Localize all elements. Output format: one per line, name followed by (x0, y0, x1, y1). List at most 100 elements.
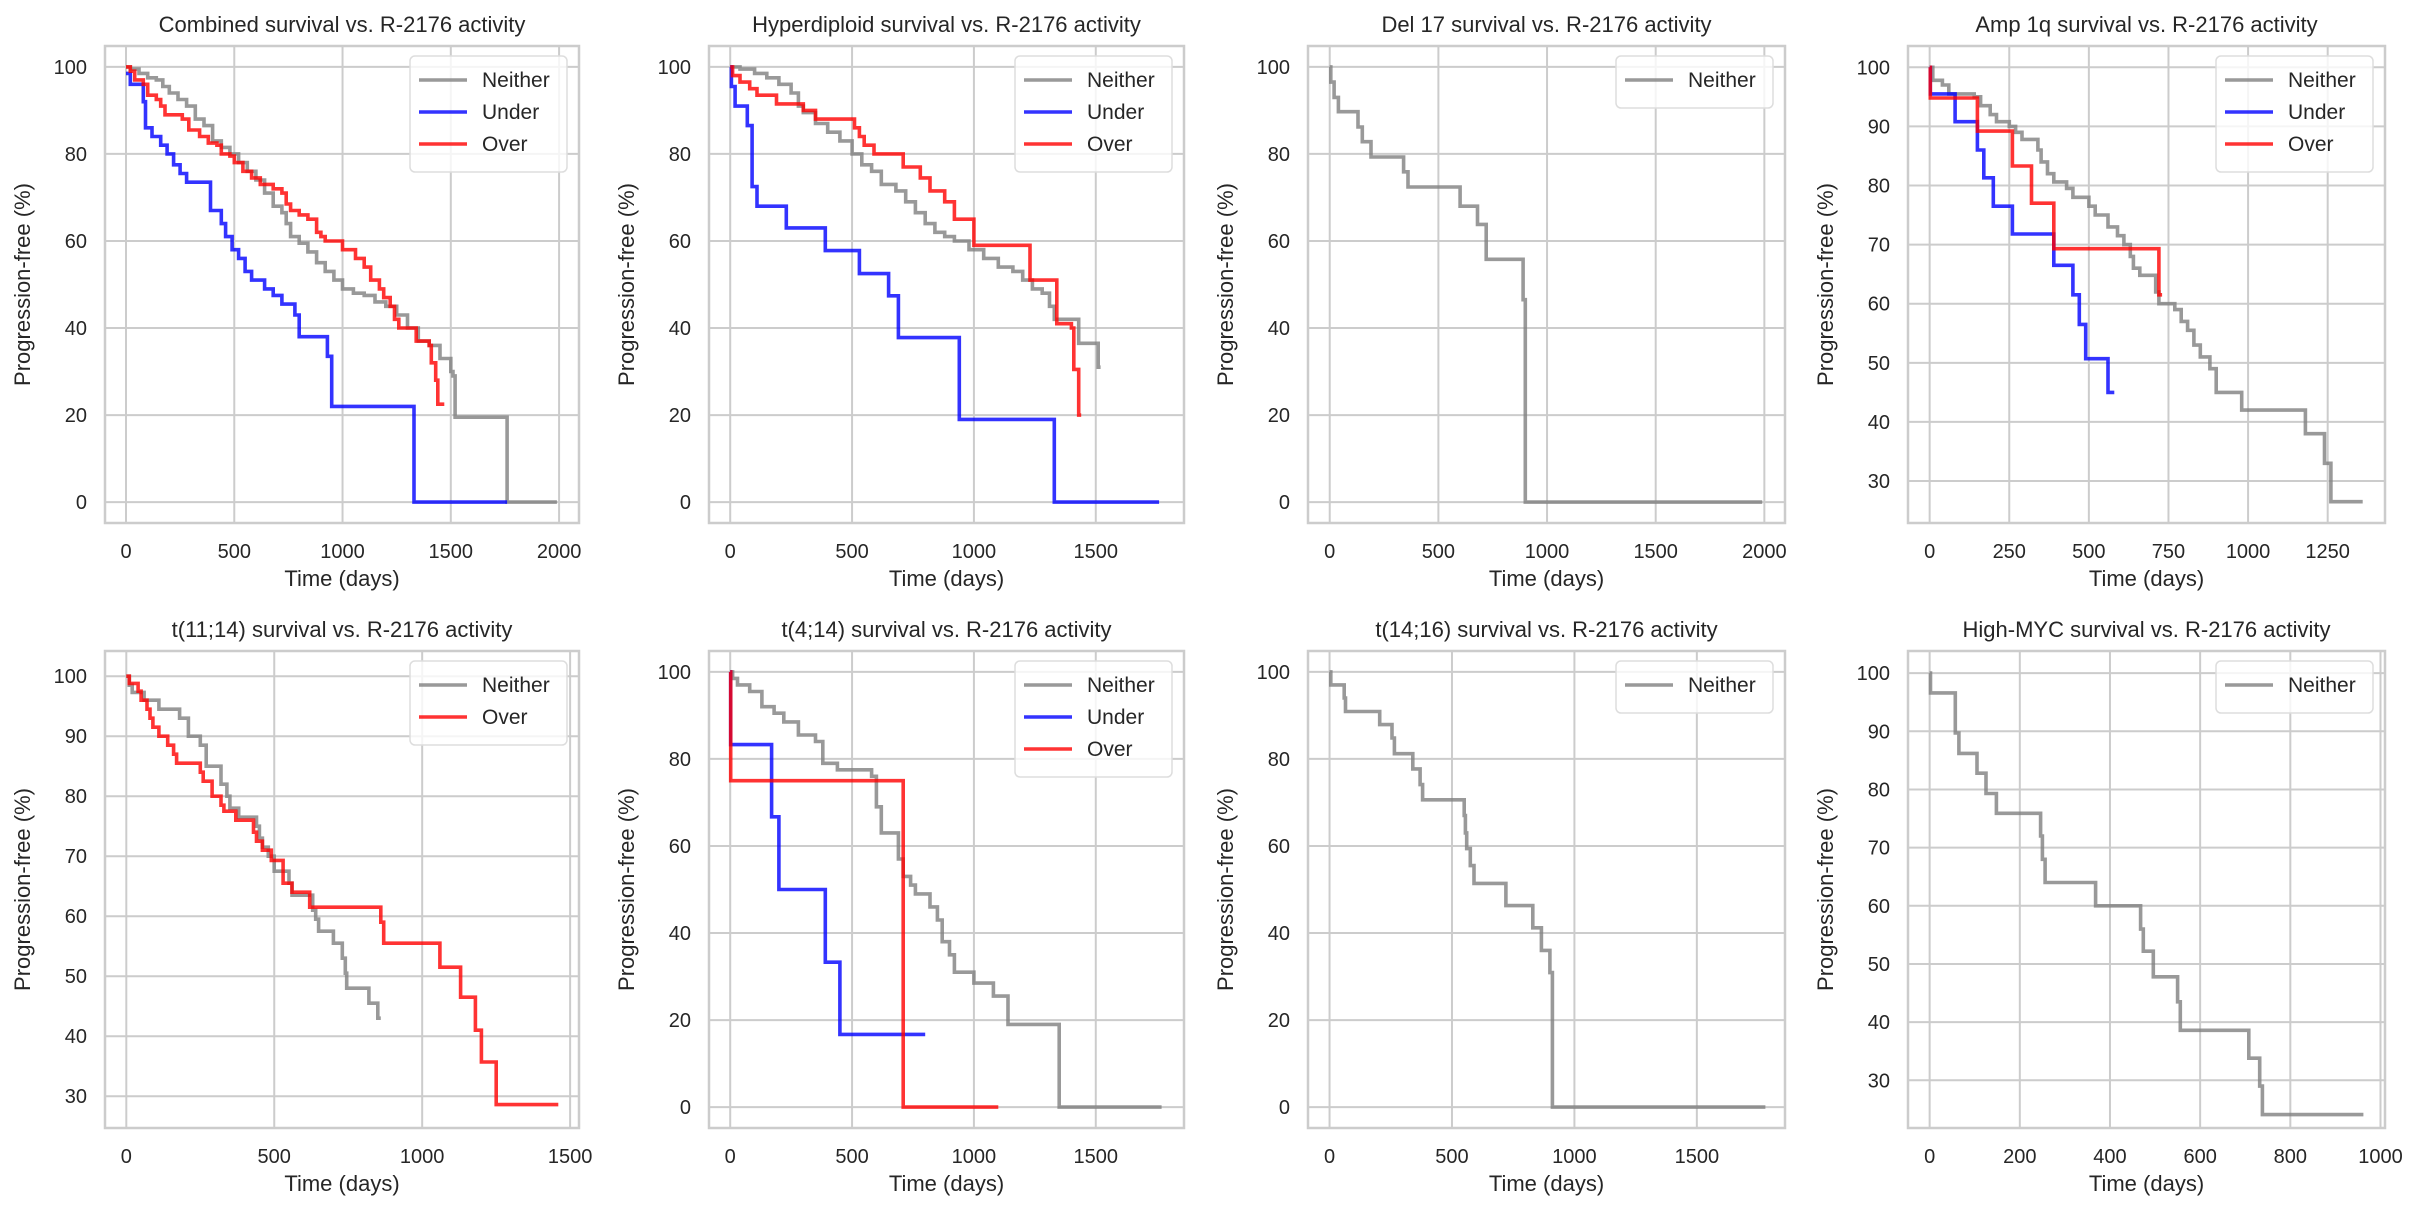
series-line-neither (126, 674, 381, 1020)
series-line-under (729, 65, 1160, 504)
y-tick-label: 100 (1257, 662, 1290, 684)
panel-title: High-MYC survival vs. R-2176 activity (1963, 617, 2331, 642)
y-tick-label: 60 (669, 231, 691, 253)
x-tick-label: 500 (1435, 1146, 1468, 1168)
x-axis-label: Time (days) (889, 566, 1004, 591)
y-tick-label: 40 (1868, 1012, 1890, 1034)
series-line-under (126, 71, 508, 504)
panel-title: Del 17 survival vs. R-2176 activity (1381, 12, 1711, 37)
x-tick-label: 0 (121, 1146, 132, 1168)
x-axis-label: Time (days) (2089, 1171, 2204, 1196)
series-line-over (730, 65, 1082, 417)
y-tick-label: 90 (65, 726, 87, 748)
y-tick-label: 40 (65, 1026, 87, 1048)
legend: Neither Over (409, 660, 568, 746)
panel-t-11-14: t(11;14) survival vs. R-2176 activity 0 50… (10, 617, 592, 1196)
panel-del-17: Del 17 survival vs. R-2176 activity 0 500 1… (1213, 12, 1787, 591)
y-tick-label: 50 (1868, 954, 1890, 976)
y-tick-label: 70 (1868, 235, 1890, 257)
legend-box (1615, 660, 1774, 714)
x-tick-label: 500 (835, 1146, 868, 1168)
legend-label-over: Over (1087, 738, 1133, 761)
axes-frame (103, 649, 581, 1130)
y-tick-label: 0 (680, 1097, 691, 1119)
y-tick-label: 80 (1868, 175, 1890, 197)
axes-frame (1906, 649, 2387, 1130)
y-tick-label: 60 (65, 231, 87, 253)
x-tick-label: 800 (2274, 1146, 2307, 1168)
x-tick-label: 1000 (320, 541, 365, 563)
legend-label-over: Over (482, 133, 528, 156)
y-tick-label: 100 (658, 57, 691, 79)
axes-frame (707, 649, 1186, 1130)
series-line-over (126, 65, 445, 406)
y-axis-label: Progression-free (%) (10, 788, 35, 991)
y-tick-label: 80 (669, 144, 691, 166)
legend-label-neither: Neither (1688, 69, 1756, 92)
panel-title: Amp 1q survival vs. R-2176 activity (1975, 12, 2317, 37)
panel-title: Combined survival vs. R-2176 activity (159, 12, 526, 37)
panel-combined: Combined survival vs. R-2176 activity 0 50… (10, 12, 581, 591)
y-tick-label: 40 (1268, 318, 1290, 340)
y-tick-label: 40 (669, 923, 691, 945)
legend-label-neither: Neither (1688, 674, 1756, 697)
legend-label-neither: Neither (482, 69, 550, 92)
y-tick-label: 80 (1268, 749, 1290, 771)
y-tick-label: 30 (1868, 471, 1890, 493)
series-line-neither (1329, 65, 1763, 504)
series-line-over (126, 674, 559, 1107)
x-tick-label: 250 (1993, 541, 2026, 563)
series-line-neither (1329, 670, 1766, 1109)
y-tick-label: 100 (1857, 663, 1890, 685)
y-axis-label: Progression-free (%) (10, 183, 35, 386)
legend: Neither (1615, 660, 1774, 714)
y-tick-label: 90 (1868, 721, 1890, 743)
y-tick-label: 60 (1868, 896, 1890, 918)
panel-t-4-14: t(4;14) survival vs. R-2176 activity 0 500… (614, 617, 1186, 1196)
y-tick-label: 100 (54, 666, 87, 688)
x-axis-label: Time (days) (1489, 1171, 1604, 1196)
x-tick-label: 1000 (2358, 1146, 2403, 1168)
series-line-neither (126, 65, 557, 504)
series-line-neither (730, 65, 1101, 369)
legend-box (409, 660, 568, 746)
legend-label-neither: Neither (2288, 674, 2356, 697)
x-axis-label: Time (days) (1489, 566, 1604, 591)
panel-title: t(11;14) survival vs. R-2176 activity (172, 617, 513, 642)
y-axis-label: Progression-free (%) (1813, 788, 1838, 991)
x-tick-label: 1000 (952, 1146, 997, 1168)
legend-label-under: Under (2288, 101, 2345, 124)
x-tick-label: 1000 (952, 541, 997, 563)
y-tick-label: 60 (1268, 836, 1290, 858)
y-tick-label: 40 (1268, 923, 1290, 945)
y-tick-label: 60 (65, 906, 87, 928)
x-tick-label: 500 (835, 541, 868, 563)
y-axis-label: Progression-free (%) (1213, 788, 1238, 991)
series-line-under (728, 670, 926, 1037)
y-tick-label: 20 (669, 405, 691, 427)
legend: Neither Under Over (409, 55, 568, 173)
x-tick-label: 500 (1422, 541, 1455, 563)
series-line-under (1928, 65, 2115, 395)
x-tick-label: 750 (2152, 541, 2185, 563)
panel-high-myc: High-MYC survival vs. R-2176 activity 0 20… (1813, 617, 2403, 1196)
panel-title: Hyperdiploid survival vs. R-2176 activit… (752, 12, 1141, 37)
x-tick-label: 0 (725, 541, 736, 563)
x-axis-label: Time (days) (889, 1171, 1004, 1196)
y-tick-label: 100 (658, 662, 691, 684)
series-line-neither (730, 670, 1162, 1109)
y-tick-label: 100 (1257, 57, 1290, 79)
x-tick-label: 0 (1924, 1146, 1935, 1168)
x-tick-label: 0 (725, 1146, 736, 1168)
y-tick-label: 0 (1279, 1097, 1290, 1119)
y-tick-label: 20 (1268, 405, 1290, 427)
x-axis-label: Time (days) (2089, 566, 2204, 591)
x-tick-label: 0 (1924, 541, 1935, 563)
legend-label-neither: Neither (1087, 674, 1155, 697)
panel-title: t(4;14) survival vs. R-2176 activity (781, 617, 1111, 642)
legend-label-neither: Neither (1087, 69, 1155, 92)
y-tick-label: 0 (1279, 492, 1290, 514)
y-tick-label: 100 (54, 57, 87, 79)
panel-t-14-16: t(14;16) survival vs. R-2176 activity 0 50… (1213, 617, 1787, 1196)
x-tick-label: 200 (2003, 1146, 2036, 1168)
